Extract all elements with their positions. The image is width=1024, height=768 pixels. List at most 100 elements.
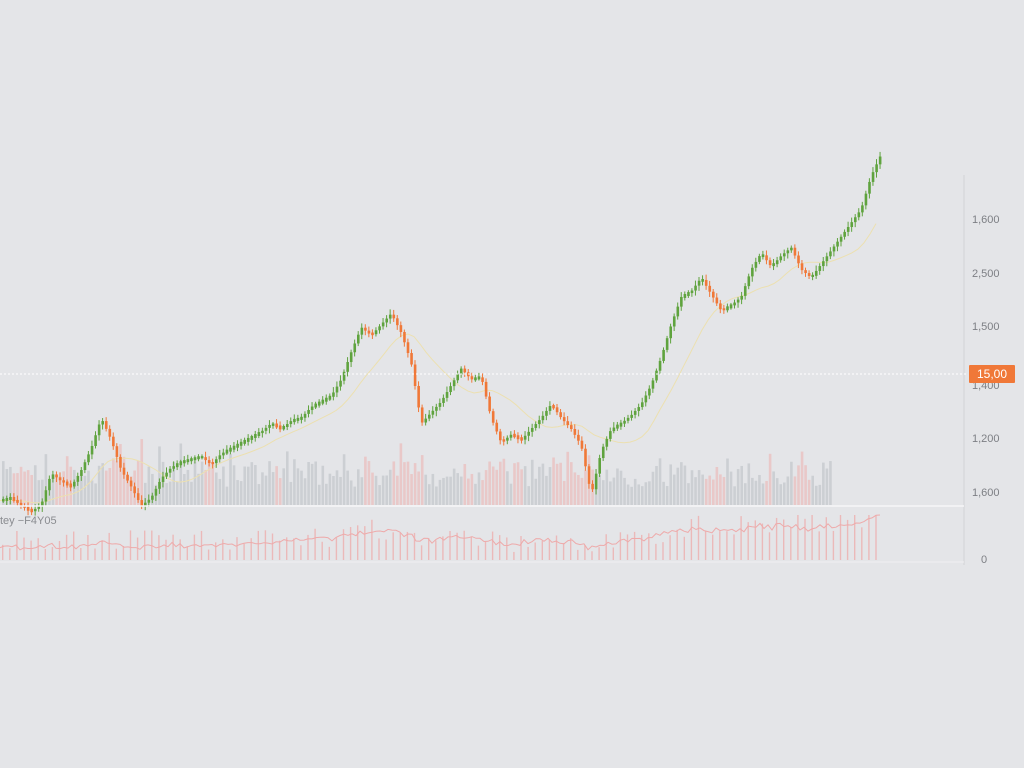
oscillator-bar xyxy=(122,545,125,560)
volume-bar xyxy=(719,474,722,505)
candle-body xyxy=(190,458,193,462)
volume-bar xyxy=(655,466,658,505)
volume-bar xyxy=(470,473,474,505)
candle-body xyxy=(538,420,541,425)
candle-body xyxy=(680,296,683,307)
volume-bar xyxy=(168,481,172,505)
volume-bar xyxy=(499,461,502,505)
candle-body xyxy=(800,263,804,271)
candle-body xyxy=(403,331,406,343)
candle-body xyxy=(80,470,83,476)
volume-bar xyxy=(424,474,428,505)
candle-body xyxy=(499,431,502,441)
candle-body xyxy=(545,410,548,416)
volume-bar xyxy=(339,476,342,505)
oscillator-bar xyxy=(335,537,338,560)
oscillator-bar xyxy=(58,540,61,560)
candle-body xyxy=(708,285,712,292)
volume-bar xyxy=(325,483,328,505)
candle-body xyxy=(438,402,442,407)
volume-bar xyxy=(612,477,616,505)
candle-body xyxy=(570,425,573,429)
volume-bar xyxy=(335,470,339,505)
volume-bar xyxy=(616,468,619,505)
oscillator-bar xyxy=(73,531,75,560)
volume-bar xyxy=(183,474,186,505)
candle-body xyxy=(122,467,126,475)
oscillator-bar xyxy=(768,532,771,560)
oscillator-bar xyxy=(570,538,572,560)
volume-bar xyxy=(126,475,129,505)
volume-bar xyxy=(495,469,499,505)
candle-body xyxy=(687,292,690,297)
oscillator-bar xyxy=(818,531,820,560)
volume-bar xyxy=(37,480,41,505)
oscillator-bar xyxy=(669,535,671,560)
candle-body xyxy=(601,446,605,459)
volume-bar xyxy=(570,462,573,505)
candle-body xyxy=(367,330,371,334)
volume-bar xyxy=(733,486,736,505)
candle-body xyxy=(641,402,644,408)
candle-body xyxy=(598,458,601,474)
candle-body xyxy=(342,371,346,381)
candle-body xyxy=(147,499,151,503)
volume-bar xyxy=(644,482,648,505)
volume-bar xyxy=(119,444,122,505)
candle-body xyxy=(55,474,58,478)
oscillator-bar xyxy=(555,535,558,560)
oscillator-bar xyxy=(293,538,295,560)
oscillator-bar xyxy=(80,547,82,560)
candle-body xyxy=(868,181,871,194)
oscillator-bar xyxy=(619,532,622,560)
volume-bar xyxy=(26,470,30,505)
candle-body xyxy=(286,424,289,427)
volume-bar xyxy=(783,482,786,505)
oscillator-bar xyxy=(108,532,110,560)
volume-bar xyxy=(513,463,516,505)
candle-body xyxy=(775,260,779,265)
candle-body xyxy=(424,418,428,423)
volume-bar xyxy=(144,482,147,505)
candle-body xyxy=(396,318,399,326)
oscillator-bar xyxy=(236,537,238,560)
candle-body xyxy=(683,294,687,298)
candle-body xyxy=(541,415,545,421)
axis-tick-label: 1,500 xyxy=(972,321,1000,333)
candle-body xyxy=(332,392,335,397)
candle-body xyxy=(733,302,736,306)
candle-body xyxy=(364,327,367,331)
oscillator-bar xyxy=(371,519,373,560)
candle-body xyxy=(676,306,680,317)
candle-body xyxy=(857,212,861,218)
candle-body xyxy=(73,481,76,487)
candle-body xyxy=(878,156,882,165)
candle-body xyxy=(399,325,403,332)
oscillator-bar xyxy=(286,537,288,560)
candle-body xyxy=(5,497,9,501)
oscillator-bar xyxy=(484,541,487,560)
candle-body xyxy=(584,448,587,467)
volume-bar xyxy=(225,486,229,505)
candle-body xyxy=(825,256,829,262)
candle-body xyxy=(300,416,303,420)
volume-bar xyxy=(371,472,374,505)
candle-body xyxy=(548,406,552,411)
oscillator-bar xyxy=(712,534,714,560)
volume-bar xyxy=(122,456,126,505)
candle-body xyxy=(200,456,204,459)
volume-bar xyxy=(626,484,630,505)
oscillator-bar xyxy=(513,551,515,560)
volume-bar xyxy=(239,481,243,505)
oscillator-bar xyxy=(641,534,643,560)
volume-bar xyxy=(474,483,477,505)
candle-body xyxy=(534,424,538,428)
oscillator-bar xyxy=(406,531,409,560)
volume-bar xyxy=(811,475,814,505)
volume-bar xyxy=(307,462,310,505)
oscillator-bar xyxy=(37,538,39,560)
oscillator-bar xyxy=(811,515,813,560)
candle-body xyxy=(108,428,112,437)
volume-bar xyxy=(442,477,445,505)
candle-body xyxy=(353,343,357,353)
